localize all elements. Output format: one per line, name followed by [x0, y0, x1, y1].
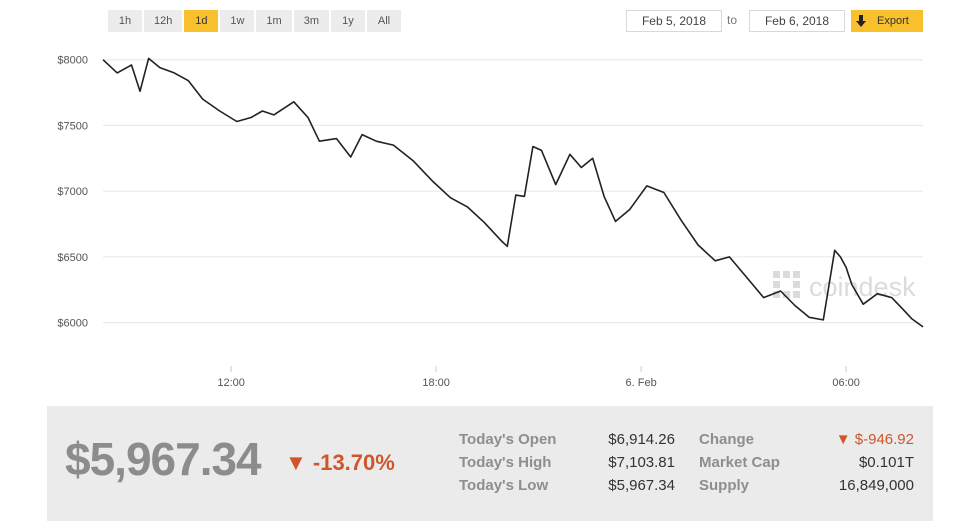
todays-high-label: Today's High: [459, 454, 552, 471]
download-arrow-icon: [851, 15, 871, 27]
coindesk-logo-icon: [773, 271, 800, 298]
y-tick-label: $7500: [57, 120, 88, 132]
price-summary-panel: $5,967.34 ▼ -13.70% Today's Open $6,914.…: [47, 406, 933, 521]
time-range-selector: 1h 12h 1d 1w 1m 3m 1y All: [108, 10, 401, 32]
x-tick-label: 18:00: [422, 377, 450, 389]
supply-value: 16,849,000: [838, 477, 914, 494]
range-button-1m[interactable]: 1m: [256, 10, 292, 32]
y-tick-label: $8000: [57, 55, 88, 67]
todays-high-value: $7,103.81: [608, 454, 675, 471]
price-series-line: [102, 57, 924, 328]
x-tick-label: 6. Feb: [626, 377, 657, 389]
todays-low-value: $5,967.34: [608, 477, 675, 494]
change-label: Change: [699, 431, 755, 448]
change-percent: ▼ -13.70%: [285, 450, 395, 475]
price-chart: coindesk $8000 $7500 $7000 $6500 $6000 12:00 1…: [57, 55, 924, 389]
range-button-3m[interactable]: 3m: [293, 10, 329, 32]
current-price: $5,967.34: [65, 433, 262, 485]
range-button-all[interactable]: All: [366, 10, 401, 32]
range-button-1d[interactable]: 1d: [184, 10, 219, 32]
todays-open-value: $6,914.26: [608, 431, 675, 448]
market-cap-value: $0.101T: [858, 454, 914, 471]
y-tick-label: $6000: [57, 318, 88, 330]
grid-lines: [103, 59, 923, 324]
change-value: ▼ $-946.92: [835, 431, 914, 448]
x-tick-label: 12:00: [217, 377, 245, 389]
coindesk-watermark: coindesk: [773, 271, 916, 302]
range-button-1h[interactable]: 1h: [108, 10, 142, 32]
todays-open-label: Today's Open: [459, 431, 557, 448]
x-tick-label: 06:00: [832, 377, 860, 389]
date-from-input[interactable]: Feb 5, 2018: [626, 10, 722, 32]
range-button-1y[interactable]: 1y: [330, 10, 365, 32]
range-button-12h[interactable]: 12h: [144, 10, 183, 32]
export-label: Export: [877, 15, 909, 27]
date-separator: to: [727, 13, 738, 27]
date-to-input[interactable]: Feb 6, 2018: [749, 10, 845, 32]
supply-label: Supply: [699, 477, 750, 494]
todays-low-label: Today's Low: [459, 477, 549, 494]
y-tick-label: $6500: [57, 252, 88, 264]
watermark-text: coindesk: [809, 272, 916, 302]
export-button[interactable]: Export: [851, 10, 923, 32]
axis-labels: $8000 $7500 $7000 $6500 $6000 12:00 18:00 6. Fe…: [57, 55, 859, 389]
y-tick-label: $7000: [57, 186, 88, 198]
market-cap-label: Market Cap: [699, 454, 780, 471]
range-button-1w[interactable]: 1w: [220, 10, 255, 32]
